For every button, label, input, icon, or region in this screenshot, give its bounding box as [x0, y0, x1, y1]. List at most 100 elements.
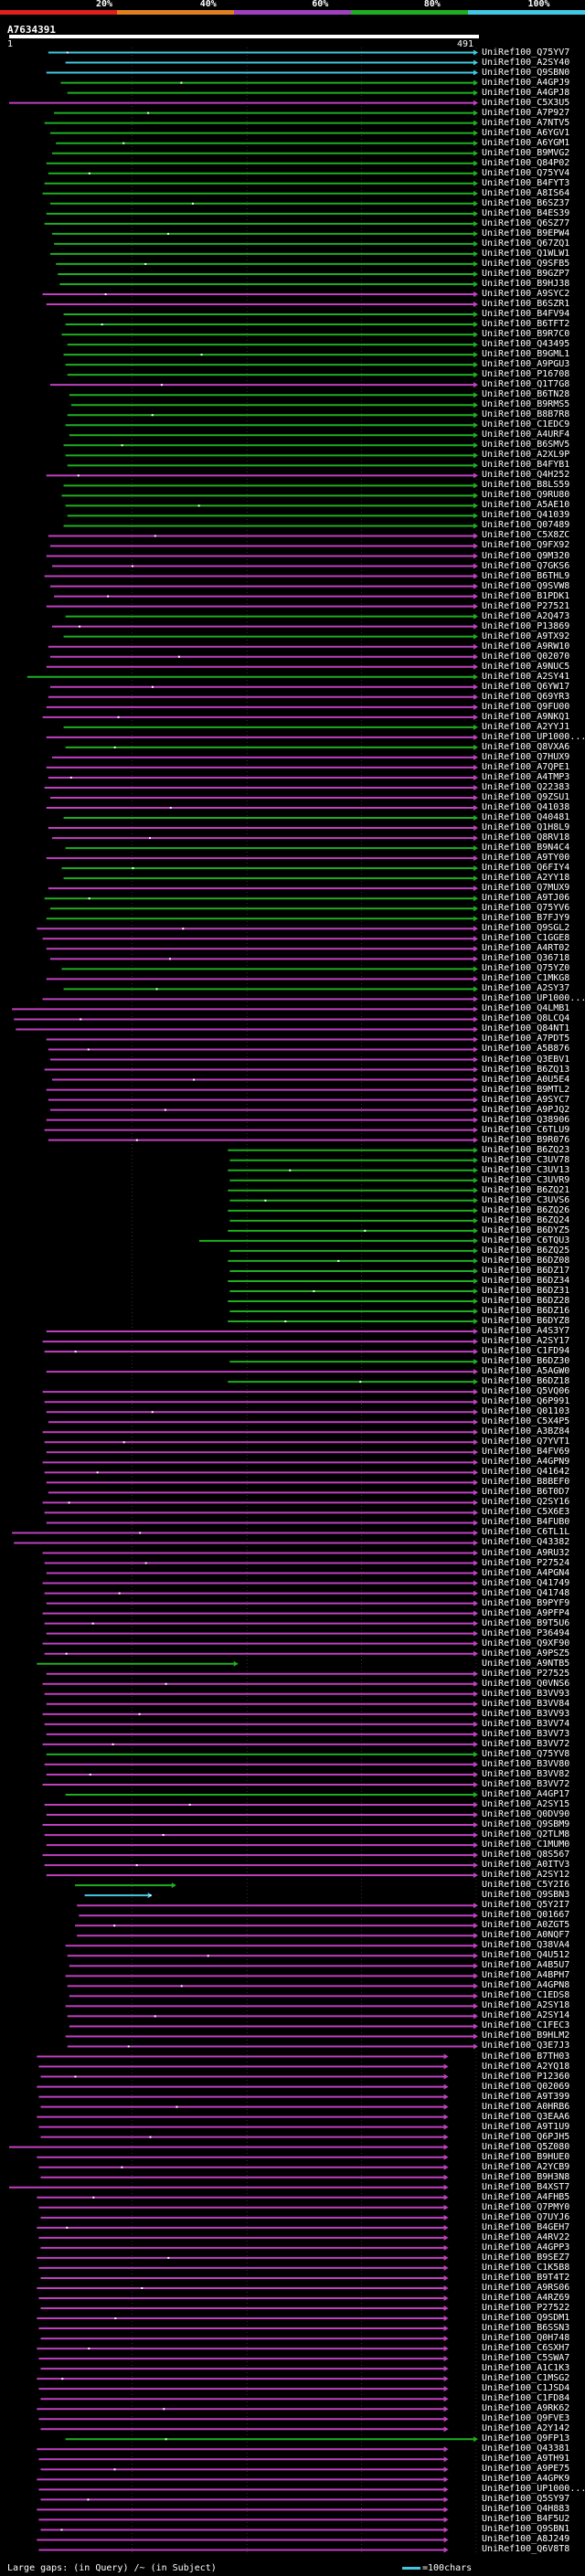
hit-label[interactable]: UniRef100_Q9RU80 — [482, 490, 570, 501]
hit-label[interactable]: UniRef100_A0U5E4 — [482, 1074, 570, 1085]
hit-label[interactable]: UniRef100_B6T0D7 — [482, 1487, 570, 1498]
hit-label[interactable]: UniRef100_Q8VXA6 — [482, 741, 570, 752]
hit-label[interactable]: UniRef100_Q3E7J3 — [482, 2041, 570, 2051]
hit-label[interactable]: UniRef100_A4PGN4 — [482, 1567, 570, 1578]
hit-label[interactable]: UniRef100_B4FYT3 — [482, 177, 570, 188]
hit-label[interactable]: UniRef100_B4FUB0 — [482, 1517, 570, 1528]
hit-label[interactable]: UniRef100_Q4H883 — [482, 2504, 570, 2515]
hit-label[interactable]: UniRef100_P13869 — [482, 620, 570, 631]
hit-label[interactable]: UniRef100_B4ES39 — [482, 207, 570, 218]
hit-label[interactable]: UniRef100_A0ITV3 — [482, 1860, 570, 1871]
hit-label[interactable]: UniRef100_UP1000... — [482, 2484, 585, 2495]
hit-label[interactable]: UniRef100_Q4U512 — [482, 1950, 570, 1961]
hit-label[interactable]: UniRef100_B9MVG2 — [482, 147, 570, 158]
hit-label[interactable]: UniRef100_B6ZQ13 — [482, 1064, 570, 1075]
hit-label[interactable]: UniRef100_Q9SBN0 — [482, 67, 570, 78]
hit-label[interactable]: UniRef100_A9RS06 — [482, 2282, 570, 2293]
hit-label[interactable]: UniRef100_A7NTV5 — [482, 117, 570, 128]
hit-label[interactable]: UniRef100_Q9FP13 — [482, 2433, 570, 2444]
hit-label[interactable]: UniRef100_A2YQ18 — [482, 2061, 570, 2072]
hit-label[interactable]: UniRef100_Q0H748 — [482, 2333, 570, 2344]
hit-label[interactable]: UniRef100_C6SXH7 — [482, 2343, 570, 2354]
hit-label[interactable]: UniRef100_Q5VQ06 — [482, 1386, 570, 1397]
hit-label[interactable]: UniRef100_A2SY40 — [482, 57, 570, 68]
hit-label[interactable]: UniRef100_C5Y2I6 — [482, 1880, 570, 1891]
hit-label[interactable]: UniRef100_B7FJY9 — [482, 913, 570, 924]
hit-label[interactable]: UniRef100_P12360 — [482, 2071, 570, 2082]
hit-label[interactable]: UniRef100_A9PSZ5 — [482, 1648, 570, 1659]
hit-label[interactable]: UniRef100_Q75YZ0 — [482, 963, 570, 974]
hit-label[interactable]: UniRef100_B6DZ28 — [482, 1296, 570, 1306]
hit-label[interactable]: UniRef100_B9SEZ7 — [482, 2252, 570, 2263]
hit-label[interactable]: UniRef100_Q7YVT1 — [482, 1436, 570, 1447]
hit-label[interactable]: UniRef100_P27524 — [482, 1557, 570, 1568]
hit-label[interactable]: UniRef100_Q07489 — [482, 520, 570, 531]
hit-label[interactable]: UniRef100_B1PDK1 — [482, 590, 570, 601]
hit-label[interactable]: UniRef100_A7QPE1 — [482, 761, 570, 772]
hit-label[interactable]: UniRef100_Q69YR3 — [482, 691, 570, 702]
hit-label[interactable]: UniRef100_C5X3U5 — [482, 97, 570, 108]
hit-label[interactable]: UniRef100_A4TMP3 — [482, 771, 570, 782]
hit-label[interactable]: UniRef100_A2YY18 — [482, 873, 570, 884]
hit-label[interactable]: UniRef100_Q43382 — [482, 1537, 570, 1548]
hit-label[interactable]: UniRef100_A7PDT5 — [482, 1034, 570, 1044]
hit-label[interactable]: UniRef100_B3VV80 — [482, 1758, 570, 1769]
hit-label[interactable]: UniRef100_C5X8ZC — [482, 530, 570, 541]
hit-label[interactable]: UniRef100_B6TN28 — [482, 389, 570, 400]
hit-label[interactable]: UniRef100_B6THL9 — [482, 570, 570, 581]
hit-label[interactable]: UniRef100_Q02069 — [482, 2081, 570, 2092]
hit-label[interactable]: UniRef100_A4B5U7 — [482, 1960, 570, 1971]
hit-label[interactable]: UniRef100_B9PYF9 — [482, 1597, 570, 1608]
hit-label[interactable]: UniRef100_A2XL9P — [482, 450, 570, 461]
hit-label[interactable]: UniRef100_B9HLM2 — [482, 2030, 570, 2041]
hit-label[interactable]: UniRef100_A2YCB9 — [482, 2161, 570, 2172]
hit-label[interactable]: UniRef100_A2SY14 — [482, 2010, 570, 2021]
hit-label[interactable]: UniRef100_B4FV94 — [482, 309, 570, 320]
hit-label[interactable]: UniRef100_Q9SBN1 — [482, 2524, 570, 2535]
hit-label[interactable]: UniRef100_B6TFT2 — [482, 319, 570, 330]
hit-label[interactable]: UniRef100_A2Q473 — [482, 610, 570, 621]
hit-label[interactable]: UniRef100_Q84P02 — [482, 157, 570, 168]
hit-label[interactable]: UniRef100_Q6PJH5 — [482, 2131, 570, 2142]
hit-label[interactable]: UniRef100_A4GPN9 — [482, 1457, 570, 1468]
hit-label[interactable]: UniRef100_Q02070 — [482, 651, 570, 662]
hit-label[interactable]: UniRef100_C3UVR9 — [482, 1174, 570, 1185]
hit-label[interactable]: UniRef100_Q22383 — [482, 781, 570, 792]
hit-label[interactable]: UniRef100_A2SY18 — [482, 2000, 570, 2011]
hit-label[interactable]: UniRef100_B9GZP7 — [482, 268, 570, 279]
hit-label[interactable]: UniRef100_Q6YW17 — [482, 681, 570, 692]
hit-label[interactable]: UniRef100_C1MUM0 — [482, 1839, 570, 1850]
hit-label[interactable]: UniRef100_A9TX92 — [482, 631, 570, 641]
hit-label[interactable]: UniRef100_Q41749 — [482, 1577, 570, 1588]
hit-label[interactable]: UniRef100_B6SZ37 — [482, 197, 570, 208]
hit-label[interactable]: UniRef100_Q4LMB1 — [482, 1003, 570, 1014]
hit-label[interactable]: UniRef100_B6ZQ21 — [482, 1184, 570, 1195]
hit-label[interactable]: UniRef100_B3VV72 — [482, 1778, 570, 1789]
hit-label[interactable]: UniRef100_Q41642 — [482, 1467, 570, 1478]
hit-label[interactable]: UniRef100_Q01103 — [482, 1406, 570, 1417]
hit-label[interactable]: UniRef100_A4GPJ9 — [482, 77, 570, 88]
hit-label[interactable]: UniRef100_B6ZQ24 — [482, 1214, 570, 1225]
hit-label[interactable]: UniRef100_A5AGW0 — [482, 1366, 570, 1377]
hit-label[interactable]: UniRef100_A4GPN8 — [482, 1980, 570, 1991]
hit-label[interactable]: UniRef100_B4FYB1 — [482, 460, 570, 471]
hit-label[interactable]: UniRef100_A9RU32 — [482, 1547, 570, 1558]
hit-label[interactable]: UniRef100_C1EDC9 — [482, 419, 570, 430]
hit-label[interactable]: UniRef100_B9N4C4 — [482, 843, 570, 853]
hit-label[interactable]: UniRef100_A9PJQ2 — [482, 1104, 570, 1115]
hit-label[interactable]: UniRef100_Q75YV4 — [482, 167, 570, 178]
hit-label[interactable]: UniRef100_A4GPP3 — [482, 2242, 570, 2253]
hit-label[interactable]: UniRef100_Q9M320 — [482, 550, 570, 561]
hit-label[interactable]: UniRef100_P27522 — [482, 2303, 570, 2313]
hit-label[interactable]: UniRef100_C3UVS6 — [482, 1194, 570, 1205]
hit-label[interactable]: UniRef100_C5X6E3 — [482, 1507, 570, 1518]
hit-label[interactable]: UniRef100_C1MKG8 — [482, 973, 570, 984]
hit-label[interactable]: UniRef100_A2Y142 — [482, 2423, 570, 2434]
hit-label[interactable]: UniRef100_Q9SGL2 — [482, 923, 570, 934]
hit-label[interactable]: UniRef100_B3VV93 — [482, 1708, 570, 1719]
hit-label[interactable]: UniRef100_B9HUE0 — [482, 2151, 570, 2162]
hit-label[interactable]: UniRef100_B9EPW4 — [482, 228, 570, 239]
hit-label[interactable]: UniRef100_Q40481 — [482, 812, 570, 823]
hit-label[interactable]: UniRef100_A9RW10 — [482, 641, 570, 652]
hit-label[interactable]: UniRef100_C1K5B8 — [482, 2262, 570, 2273]
